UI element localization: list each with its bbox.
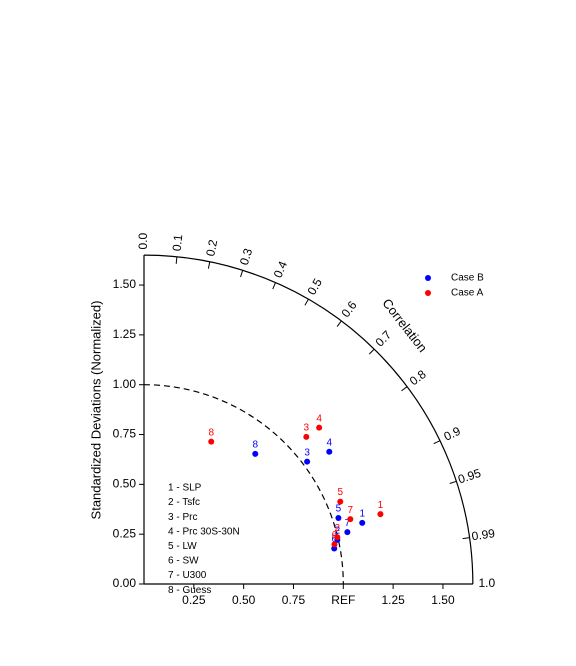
point-label: 7 — [345, 518, 351, 529]
point-label: 5 — [336, 504, 342, 515]
y-axis-label: Standardized Deviations (Normalized) — [88, 301, 103, 520]
correlation-tick-label: 0.0 — [136, 232, 150, 249]
correlation-tick-label: 0.3 — [237, 246, 255, 266]
reference-arc — [143, 384, 344, 585]
point-label: 2 — [335, 523, 341, 534]
data-point — [331, 541, 338, 548]
data-point — [347, 516, 354, 523]
correlation-tick-label: 0.8 — [407, 367, 429, 388]
correlation-tick-label: 0.6 — [338, 298, 359, 320]
correlation-tick — [304, 298, 309, 306]
data-point — [303, 433, 310, 440]
data-point — [252, 450, 259, 457]
y-tick-label: 1.50 — [113, 277, 137, 291]
point-label: 1 — [359, 509, 365, 520]
x-tick-label: 0.50 — [232, 593, 256, 607]
data-point — [334, 534, 341, 541]
outer-arc — [143, 254, 474, 585]
correlation-tick — [449, 480, 457, 484]
y-tick-label: 0.50 — [113, 477, 137, 491]
correlation-tick-label: 0.1 — [170, 233, 186, 251]
data-point — [344, 529, 351, 536]
variable-label: 3 - Prc — [168, 512, 197, 523]
correlation-tick — [433, 440, 441, 445]
correlation-tick — [175, 256, 178, 264]
y-tick-label: 0.00 — [113, 576, 137, 590]
variable-label: 7 - U300 — [168, 570, 207, 581]
variable-label: 5 - LW — [168, 541, 197, 552]
correlation-tick-label: 0.99 — [471, 526, 496, 543]
correlation-tick — [462, 537, 470, 540]
variable-label: 1 - SLP — [168, 483, 202, 494]
y-tick-label: 0.75 — [113, 427, 137, 441]
variable-label: 4 - Prc 30S-30N — [168, 526, 240, 537]
data-point — [326, 448, 333, 455]
legend-marker — [425, 290, 431, 296]
point-label: 3 — [304, 447, 310, 458]
data-point — [316, 424, 323, 431]
correlation-tick-label: 0.7 — [373, 327, 395, 349]
x-tick-label: 1.50 — [431, 593, 455, 607]
point-label: 5 — [337, 487, 343, 498]
correlation-tick — [272, 282, 276, 290]
y-tick-label: 0.25 — [113, 526, 137, 540]
correlation-tick-label: 0.4 — [271, 259, 291, 280]
correlation-tick-label: 0.95 — [456, 466, 483, 487]
correlation-label: Correlation — [379, 296, 430, 355]
correlation-tick-label: 0.2 — [203, 238, 220, 257]
correlation-tick — [240, 270, 244, 278]
point-label: 3 — [304, 423, 310, 434]
point-label: 7 — [348, 505, 354, 516]
correlation-tick-label: 1.0 — [479, 576, 496, 590]
correlation-tick-label: 0.5 — [304, 276, 325, 298]
point-label: 6 — [332, 530, 338, 541]
point-label: 8 — [252, 440, 258, 451]
data-point — [304, 458, 311, 465]
legend-label: Case B — [451, 273, 484, 284]
variable-label: 6 - SW — [168, 556, 199, 567]
data-point — [208, 438, 215, 445]
legend-marker — [425, 275, 431, 281]
data-point — [337, 498, 344, 505]
correlation-tick — [336, 320, 342, 327]
point-label: 4 — [326, 437, 332, 448]
data-point — [377, 511, 384, 518]
variable-label: 2 - Tsfc — [168, 497, 200, 508]
point-label: 4 — [316, 413, 322, 424]
point-label: 1 — [378, 500, 384, 511]
correlation-tick — [368, 348, 375, 355]
correlation-tick — [207, 261, 211, 269]
x-tick-label: REF — [331, 593, 355, 607]
data-point — [335, 515, 342, 522]
x-tick-label: 0.75 — [282, 593, 306, 607]
correlation-tick — [401, 386, 408, 392]
data-point — [359, 519, 366, 526]
legend-label: Case A — [451, 288, 484, 299]
y-tick-label: 1.25 — [113, 327, 137, 341]
point-label: 6 — [331, 534, 337, 545]
correlation-tick-label: 0.9 — [442, 424, 463, 444]
y-tick-label: 1.00 — [113, 377, 137, 391]
point-label: 2 — [335, 526, 341, 537]
point-label: 8 — [208, 427, 214, 438]
x-tick-label: 0.25 — [182, 593, 206, 607]
x-tick-label: 1.25 — [381, 593, 405, 607]
variable-label: 8 - Guess — [168, 585, 211, 596]
